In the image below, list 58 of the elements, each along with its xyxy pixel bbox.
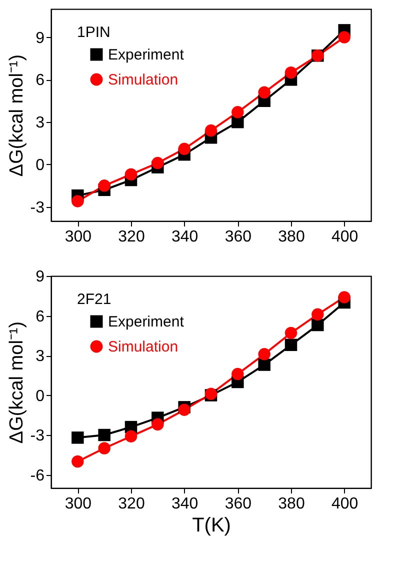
point	[312, 308, 324, 321]
point	[152, 418, 164, 431]
x-tick-label: 360	[224, 496, 252, 512]
x-tick-label: 380	[278, 228, 305, 246]
y-tick-label: 0	[36, 156, 45, 174]
point	[284, 66, 298, 79]
legend-label: Simulation	[108, 72, 178, 88]
point	[152, 156, 164, 170]
annotation: 2F21	[77, 291, 112, 308]
point	[98, 428, 110, 442]
point	[72, 432, 84, 444]
point	[284, 326, 298, 340]
y-tick-label: -6	[30, 467, 45, 484]
y-tick-label: 3	[36, 348, 45, 365]
x-axis-title: T(K)	[192, 514, 231, 536]
point	[338, 31, 350, 44]
point	[72, 455, 84, 468]
y-tick-label: 9	[36, 268, 45, 286]
point	[204, 124, 218, 137]
point	[258, 86, 270, 98]
x-tick-label: 400	[331, 496, 358, 512]
point	[232, 116, 244, 128]
y-tick-label: 6	[36, 72, 45, 90]
y-tick-label: 6	[36, 308, 45, 326]
point	[284, 338, 298, 352]
point	[98, 180, 110, 192]
point	[124, 168, 138, 180]
legend-label: Experiment	[108, 314, 185, 330]
y-tick-label: 0	[36, 388, 45, 405]
y-axis-title: ΔG(kcal mol⁻¹)	[6, 321, 28, 444]
x-tick-label: 300	[64, 496, 92, 512]
y-tick-label: 9	[36, 30, 45, 47]
y-tick-label: -3	[30, 199, 45, 216]
x-tick-label: 400	[331, 228, 358, 246]
x-tick-label: 340	[171, 228, 198, 246]
point	[338, 291, 350, 304]
x-tick-label: 320	[118, 496, 145, 512]
point	[98, 442, 110, 454]
legend-label: Simulation	[108, 338, 178, 356]
point	[232, 368, 244, 380]
y-axis-title: ΔG(kcal mol⁻¹)	[6, 54, 28, 177]
x-tick-label: 360	[224, 228, 252, 246]
x-tick-label: 300	[64, 228, 92, 246]
y-tick-label: -3	[30, 428, 45, 444]
annotation: 1PIN	[77, 24, 110, 41]
x-tick-label: 320	[118, 228, 145, 246]
point	[178, 142, 190, 156]
point	[312, 318, 324, 332]
point	[178, 404, 190, 416]
legend-label: Experiment	[108, 46, 185, 64]
point	[258, 358, 270, 371]
x-tick-label: 340	[171, 496, 198, 512]
x-tick-label: 380	[278, 496, 305, 512]
point	[232, 106, 244, 118]
point	[258, 348, 270, 360]
point	[124, 430, 138, 442]
point	[72, 195, 84, 208]
y-tick-label: 3	[36, 114, 45, 132]
